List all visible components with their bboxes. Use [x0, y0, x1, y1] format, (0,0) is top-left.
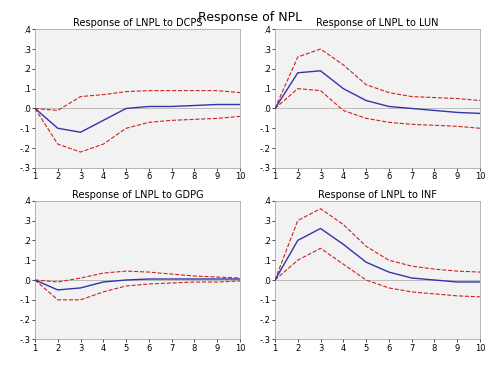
- Title: Response of LNPL to DCPS: Response of LNPL to DCPS: [73, 18, 202, 28]
- Title: Response of LNPL to GDPG: Response of LNPL to GDPG: [72, 190, 204, 200]
- Text: Response of NPL: Response of NPL: [198, 11, 302, 24]
- Title: Response of LNPL to LUN: Response of LNPL to LUN: [316, 18, 439, 28]
- Title: Response of LNPL to INF: Response of LNPL to INF: [318, 190, 437, 200]
